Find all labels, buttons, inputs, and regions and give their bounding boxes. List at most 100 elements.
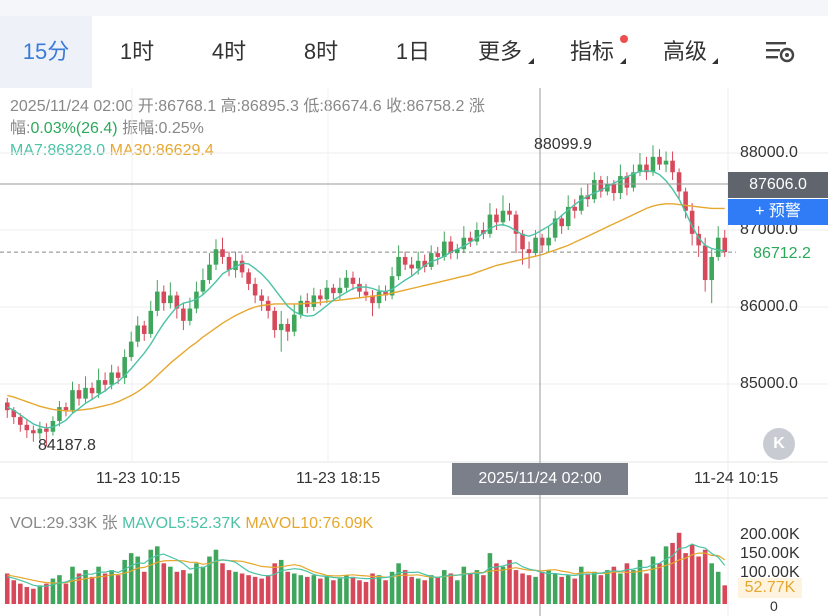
volume-bar <box>448 573 454 604</box>
candle-body <box>4 402 10 411</box>
volume-bar <box>141 571 147 604</box>
volume-bar <box>233 571 238 604</box>
volume-bar <box>507 559 512 604</box>
candle-body <box>265 300 271 311</box>
volume-bar <box>331 580 336 604</box>
volume-bar <box>128 553 134 604</box>
info-amp: 0.25% <box>158 120 204 137</box>
volume-bar <box>337 578 343 604</box>
info-change-label-1: 涨 <box>468 98 485 115</box>
candle-body <box>324 287 330 300</box>
volume-bar <box>31 588 36 604</box>
tab-15m[interactable]: 15分 <box>0 16 92 88</box>
volume-bar <box>76 573 82 604</box>
volume-bar <box>213 549 219 604</box>
tab-advanced[interactable]: 高级 <box>662 39 707 64</box>
candle-body <box>31 430 36 434</box>
info-datetime: 2025/11/24 02:00 <box>10 98 134 115</box>
tab-8h[interactable]: 8时 <box>303 39 339 64</box>
candle-body <box>572 206 578 211</box>
volume-bar <box>663 546 669 604</box>
ma7-line <box>6 169 725 429</box>
more-caret-icon <box>528 58 534 64</box>
tab-1d[interactable]: 1日 <box>395 39 431 64</box>
candle-body <box>513 214 519 234</box>
candle-body <box>702 245 708 281</box>
ma30-line <box>7 203 725 412</box>
add-alert-button[interactable]: + 预警 <box>728 199 828 225</box>
volume-bar <box>305 576 310 604</box>
chart-settings-icon[interactable] <box>764 38 796 66</box>
volume-bar <box>383 580 388 604</box>
volume-bar <box>709 563 714 604</box>
volume-bar <box>500 566 506 604</box>
vol-axis-label-150k: 150.00K <box>740 545 800 562</box>
price-axis-label-88000: 88000.0 <box>740 144 798 161</box>
candle-body <box>148 310 154 334</box>
scroll-to-latest-button[interactable]: K <box>763 428 795 460</box>
candle-body <box>715 237 721 257</box>
candle-body <box>376 291 382 304</box>
volume-bar <box>631 570 636 604</box>
info-close: 86758.2 <box>406 98 465 115</box>
candle-body <box>422 260 427 267</box>
candle-body <box>233 260 238 271</box>
candle-body <box>409 264 414 269</box>
volume-bar <box>415 578 421 604</box>
candle-body <box>122 357 127 378</box>
volume-bar <box>526 575 532 604</box>
volume-bar <box>363 581 369 604</box>
info-high-label: 高: <box>220 98 242 115</box>
candle-body <box>533 237 538 254</box>
tab-1h[interactable]: 1时 <box>119 39 155 64</box>
price-axis-label-86000: 86000.0 <box>740 298 798 315</box>
info-open-label: 开: <box>137 98 159 115</box>
candle-body <box>174 295 180 309</box>
mavol10-value: MAVOL10:76.09K <box>245 515 374 532</box>
candle-body <box>89 387 95 394</box>
volume-bar <box>402 570 408 604</box>
volume-bar <box>696 556 701 604</box>
candle-body <box>559 218 564 227</box>
tab-indicators[interactable]: 指标 <box>569 39 614 64</box>
candle-body <box>663 160 669 165</box>
info-close-label: 收: <box>386 98 407 115</box>
info-ma30: MA30:86629.4 <box>109 142 214 159</box>
candle-body <box>318 295 323 300</box>
candle-body <box>657 156 662 165</box>
volume-bar <box>428 575 434 604</box>
volume-bar <box>168 566 173 604</box>
volume-bar <box>487 553 493 604</box>
volume-bar <box>572 578 578 604</box>
volume-bar <box>311 575 317 604</box>
candle-body <box>344 277 349 288</box>
volume-bar <box>474 570 480 604</box>
candle-body <box>252 283 258 296</box>
volume-bar <box>370 573 375 604</box>
candle-body <box>168 295 173 304</box>
volume-bar <box>539 571 545 604</box>
high-price-marker: 88099.9 <box>534 136 592 153</box>
volume-bar <box>657 563 662 604</box>
volume-bar <box>37 585 43 604</box>
volume-bar <box>83 570 88 604</box>
tab-4h[interactable]: 4时 <box>211 39 247 64</box>
candle-body <box>696 233 701 246</box>
volume-bar <box>376 575 382 604</box>
candle-body <box>474 230 480 242</box>
volume-bar <box>70 566 75 604</box>
tab-more[interactable]: 更多 <box>477 39 522 64</box>
info-amp-label: 振幅: <box>122 120 159 137</box>
volume-bar <box>291 573 297 604</box>
candle-body <box>291 314 297 332</box>
kline-chart[interactable] <box>0 88 828 616</box>
candle-body <box>683 191 688 211</box>
volume-bar <box>389 571 395 604</box>
candle-body <box>689 210 695 234</box>
volume-bar <box>285 571 291 604</box>
volume-bar <box>344 575 349 604</box>
price-axis-label-87000: 87000.0 <box>740 221 798 238</box>
candle-body <box>226 256 232 271</box>
candle-body <box>57 407 62 421</box>
info-open: 86768.1 <box>158 98 217 115</box>
